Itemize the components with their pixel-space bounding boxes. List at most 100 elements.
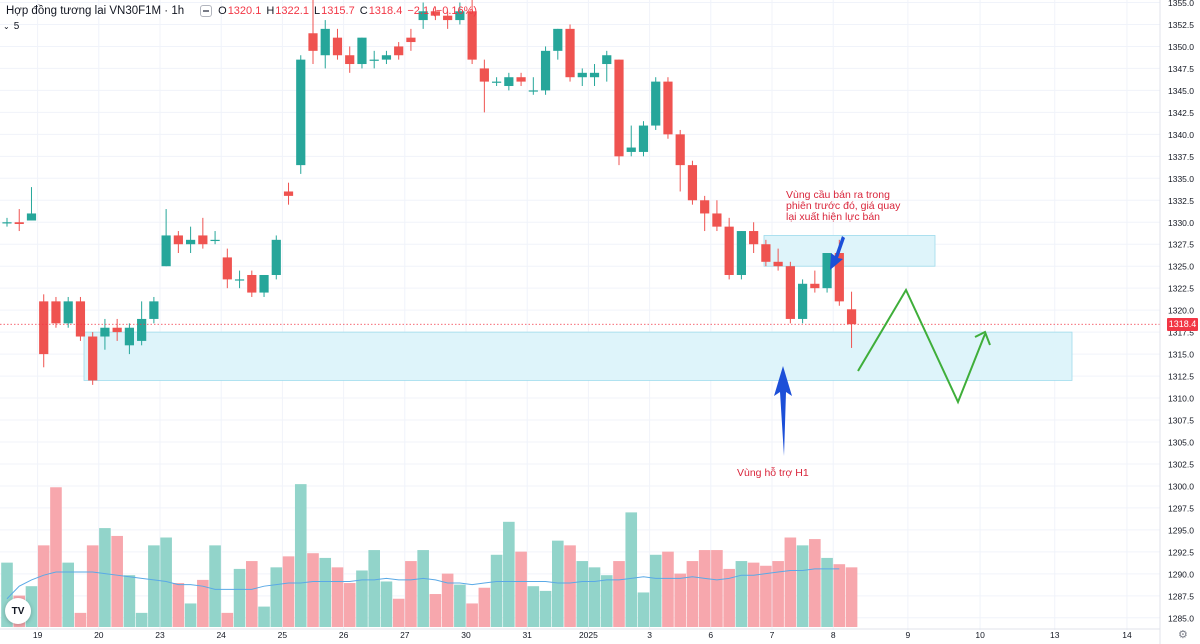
candle-body	[88, 336, 98, 381]
candle-body	[553, 28, 563, 51]
volume-bar	[282, 556, 295, 627]
volume-bar	[405, 561, 417, 627]
volume-bar	[160, 537, 172, 627]
volume-indicator-label: 5	[13, 21, 20, 32]
price-tick-label: 1305.0	[1168, 438, 1194, 448]
chart-header: Hợp đồng tương lai VN30F1M · 1h O 1320.1 …	[0, 0, 482, 22]
time-tick-label: 13	[1050, 630, 1060, 640]
price-tick-label: 1297.5	[1168, 503, 1194, 513]
volume-bar	[1, 562, 13, 627]
resistance-note: Vùng cầu bán ra trong phiên trước đó, gi…	[786, 190, 900, 223]
time-tick-label: 9	[905, 630, 910, 640]
candle-body	[626, 147, 636, 152]
last-price-label: 1318.4	[1167, 317, 1198, 331]
candle-body	[589, 72, 600, 78]
volume-bar	[209, 545, 221, 627]
volume-bar	[600, 575, 613, 627]
volume-indicator-toggle[interactable]: ⌄ 5	[3, 21, 19, 32]
volume-bar	[503, 521, 515, 627]
low-label: L	[313, 5, 321, 17]
volume-bar	[821, 557, 833, 627]
volume-bar	[649, 554, 662, 627]
close-label: C	[359, 5, 368, 17]
time-tick-label: 7	[770, 630, 775, 640]
volume-bar	[368, 550, 380, 627]
candle-body	[381, 55, 392, 60]
volume-bar	[454, 584, 466, 627]
price-tick-label: 1347.5	[1168, 64, 1194, 74]
price-tick-label: 1325.0	[1168, 262, 1194, 272]
volume-bar	[564, 545, 576, 627]
time-tick-label: 26	[339, 630, 349, 640]
candle-body	[638, 125, 649, 152]
volume-bar	[429, 594, 442, 627]
candle-body	[651, 81, 661, 126]
candle-body	[296, 59, 306, 166]
candle-body	[540, 50, 551, 91]
price-tick-label: 1285.0	[1168, 613, 1194, 623]
price-tick-label: 1350.0	[1168, 42, 1194, 52]
price-tick-label: 1302.5	[1168, 459, 1194, 469]
symbol-title[interactable]: Hợp đồng tương lai VN30F1M · 1h	[6, 5, 185, 17]
volume-bar	[478, 587, 491, 627]
volume-bar	[123, 575, 136, 627]
candle-body	[271, 239, 281, 275]
candle-body	[565, 28, 575, 78]
time-tick-label: 14	[1122, 630, 1132, 640]
time-tick-label: 19	[33, 630, 43, 640]
candle-body	[773, 261, 783, 267]
time-tick-label: 31	[522, 630, 532, 640]
volume-bar	[490, 554, 503, 627]
candle-body	[663, 81, 673, 135]
price-tick-label: 1307.5	[1168, 416, 1194, 426]
price-tick-label: 1310.0	[1168, 394, 1194, 404]
hide-indicator-icon[interactable]	[200, 5, 213, 17]
change-value: −2.1 (−0.16%)	[407, 5, 478, 17]
volume-bar	[258, 606, 270, 627]
candle-body	[308, 33, 318, 51]
volume-bar	[527, 586, 540, 627]
volume-bar	[111, 535, 123, 627]
candle-body	[210, 239, 220, 242]
volume-bar	[99, 528, 111, 627]
volume-bar	[747, 562, 760, 627]
price-tick-label: 1337.5	[1168, 152, 1194, 162]
candle-body	[63, 301, 73, 324]
volume-bar	[343, 583, 356, 627]
price-tick-label: 1342.5	[1168, 108, 1194, 118]
tradingview-logo[interactable]: TV	[5, 598, 31, 624]
volume-bar	[686, 561, 699, 627]
candle-body	[14, 222, 24, 225]
volume-bar	[392, 598, 405, 627]
price-tick-label: 1295.0	[1168, 525, 1194, 535]
candle-body	[577, 72, 587, 78]
gear-icon[interactable]: ⚙	[1178, 629, 1188, 641]
volume-bar	[221, 612, 234, 627]
volume-bar	[319, 557, 332, 627]
price-tick-label: 1332.5	[1168, 196, 1194, 206]
candle-body	[602, 55, 612, 65]
candle-body	[675, 134, 685, 166]
candle-body	[161, 235, 171, 267]
candle-body	[137, 318, 147, 341]
time-tick-label: 30	[461, 630, 471, 640]
candle-body	[736, 231, 746, 275]
candle-body	[345, 55, 355, 65]
time-tick-label: 27	[400, 630, 410, 640]
candle-body	[112, 327, 122, 333]
volume-bar	[539, 590, 552, 627]
volume-bar	[576, 561, 589, 627]
time-tick-label: 6	[708, 630, 713, 640]
candle-body	[124, 327, 134, 346]
candle-body	[430, 11, 440, 16]
candle-body	[443, 15, 453, 21]
price-tick-label: 1290.0	[1168, 569, 1194, 579]
candle-body	[687, 165, 698, 201]
price-tick-label: 1352.5	[1168, 20, 1194, 30]
candle-body	[100, 327, 110, 337]
candle-body	[834, 253, 844, 302]
volume-ma-line	[6, 568, 840, 600]
price-tick-label: 1330.0	[1168, 218, 1194, 228]
candle-body	[39, 301, 49, 355]
